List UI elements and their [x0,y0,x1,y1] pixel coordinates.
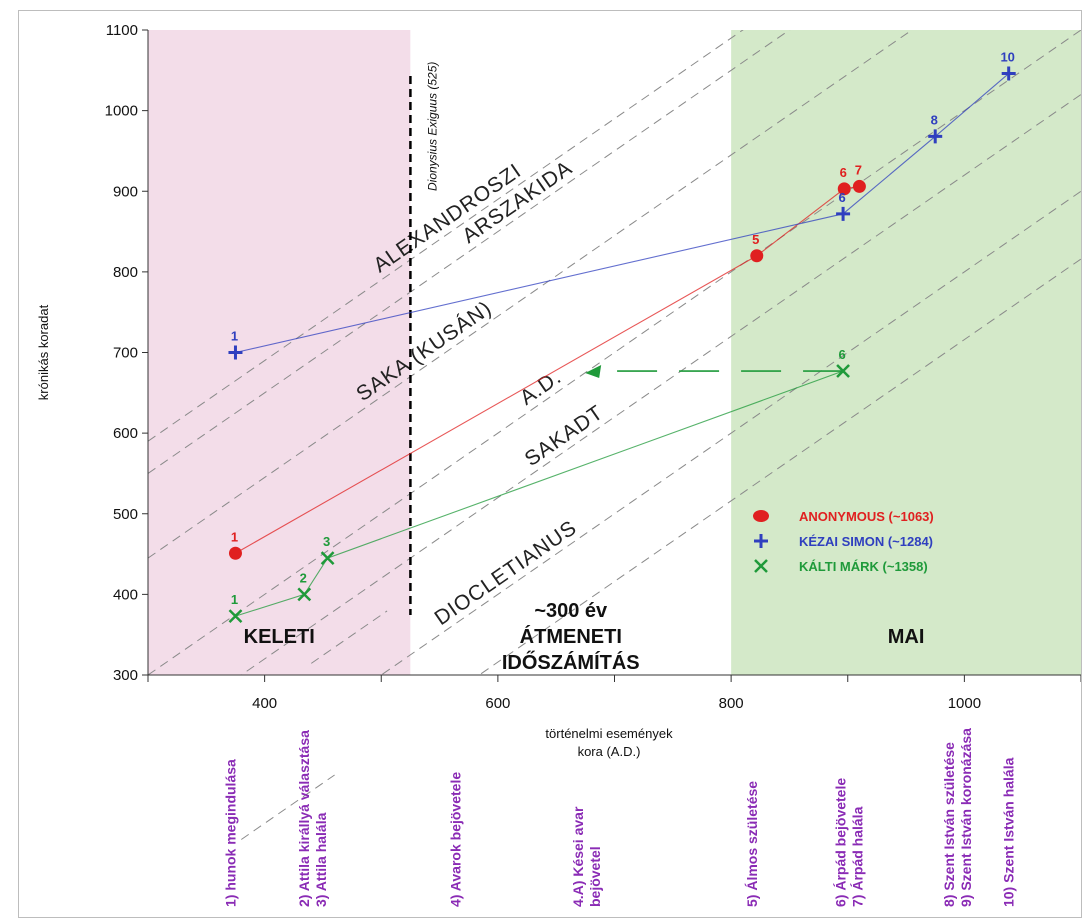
data-point [320,551,335,565]
diagonal-lines [148,30,1081,675]
diagonal-line-extension [241,774,335,840]
diagonal-line [240,94,1081,675]
figure-frame: ALEXANDROSZI ARSZAKIDA SAKA (KUSÁN) A.D. SAK… [18,10,1082,918]
diagonal-line [380,190,1081,675]
data-point-label: 1 [231,592,238,607]
y-tick-label: 400 [113,586,138,603]
data-point-label: 6 [838,190,845,205]
event-label: 3) Attila halála [313,812,329,907]
series-line-2 [235,370,844,617]
data-point [836,364,850,378]
data-point [836,206,851,221]
diagonal-line [478,258,1081,675]
region-label-atmeneti: ÁTMENETI [520,625,622,648]
legend-label: KÉZAI SIMON (~1284) [799,534,933,549]
y-tick-label: 600 [113,425,138,442]
kalti-shift-arrowhead [585,365,602,379]
y-tick-label: 700 [113,345,138,362]
y-tick-label: 1100 [106,22,138,39]
data-point-label: 2 [300,570,307,585]
data-point-label: 1 [231,329,238,344]
event-label: 5) Álmos születése [744,781,760,907]
legend-marker [753,510,769,522]
legend-label: ANONYMOUS (~1063) [799,509,934,524]
diagonal-line [148,30,1081,675]
data-point-label: 1 [231,529,238,544]
region-atmeneti [410,30,732,675]
legend-label: KÁLTI MÁRK (~1358) [799,559,928,574]
y-tick-label: 900 [113,183,138,200]
region-mai [731,30,1081,675]
data-point-label: 8 [931,112,938,127]
diagonal-line-extension [310,610,388,664]
data-point [837,182,851,196]
data-point [228,546,242,560]
event-label: bejövetel [587,846,603,907]
dionysius-label: Dionysius Exiguus (525) [425,62,439,191]
legend-marker [754,534,768,548]
data-point [228,345,243,360]
data-point [228,609,243,624]
data-point-label: 10 [1000,50,1014,65]
data-point [852,179,866,193]
data-point-label: 6 [838,347,845,362]
y-axis-label: krónikás koradat [36,304,51,400]
event-label: 2) Attila királlyá választása [296,730,312,907]
data-point [1001,66,1016,81]
x-tick-label: 400 [252,695,277,712]
event-label: 1) hunok megindulása [222,759,238,907]
event-label: 7) Árpád halála [850,806,866,907]
event-label: 4) Avarok bejövetele [448,772,464,907]
y-tick-label: 1000 [105,103,138,120]
data-point-label: 6 [840,165,847,180]
x-tick-label: 600 [485,695,510,712]
event-label: 4.A) Kései avar [570,806,586,907]
region-label-mai: MAI [888,626,925,648]
data-point-label: 7 [855,162,862,177]
event-label: 8) Szent István születése [941,742,957,907]
data-point [297,587,312,602]
x-tick-label: 800 [719,695,744,712]
y-tick-label: 300 [113,667,138,684]
data-point [928,129,943,144]
series-line-0 [235,185,860,554]
data-point-label: 3 [323,534,330,549]
region-label-atmeneti: ~300 év [534,600,608,622]
region-label-keleti: KELETI [244,626,315,648]
x-axis-label: történelmi események [545,726,673,741]
event-label: 10) Szent István halála [1000,757,1016,907]
event-label: 9) Szent István koronázása [958,728,974,907]
event-label: 6) Árpád bejövetele [833,778,849,907]
y-tick-label: 800 [113,264,138,281]
x-tick-label: 1000 [948,695,981,712]
region-label-atmeneti: IDŐSZÁMÍTÁS [502,651,640,674]
data-point-label: 5 [752,232,759,247]
data-point [750,249,764,263]
y-tick-label: 500 [113,506,138,523]
region-keleti [148,30,411,675]
legend-marker [754,559,768,573]
series-line-1 [235,73,1010,354]
x-axis-label: kora (A.D.) [578,744,641,759]
